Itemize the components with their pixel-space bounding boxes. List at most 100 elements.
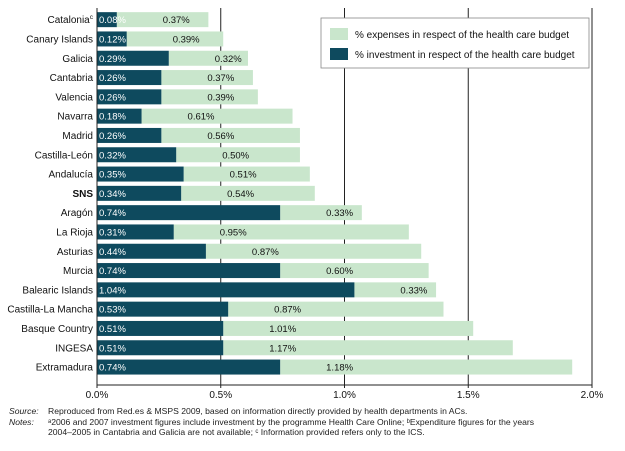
data-label-expenses: 1.18% [326,363,353,374]
bar-expenses [161,127,300,143]
category-label: Valencia [55,92,93,103]
notes-line-1: ᵃ2006 and 2007 investment figures includ… [48,416,535,427]
category-label: INGESA [55,343,93,354]
source-note: Source: Reproduced from Red.es & MSPS 20… [9,406,619,417]
bar-expenses [161,70,253,86]
data-label-expenses: 0.50% [222,150,249,161]
data-label-investment: 0.18% [99,112,126,123]
x-tick-label: 1.0% [333,390,356,400]
data-label-investment: 0.74% [99,208,126,219]
bar-expenses [228,301,444,317]
category-label: SNS [72,189,93,200]
data-label-expenses: 0.39% [207,92,234,103]
data-label-expenses: 1.17% [269,343,296,354]
category-label: Balearic Islands [22,285,93,296]
category-label: Basque Country [21,324,93,335]
notes-label: Notes: [9,416,34,427]
bar-expenses [205,243,422,259]
data-label-expenses: 0.37% [207,73,234,84]
category-label: Extramadura [36,363,94,374]
data-label-investment: 0.29% [99,54,126,65]
bar-investment [97,108,142,124]
category-label: Cantabria [50,73,94,84]
x-tick-label: 2.0% [581,390,604,400]
category-label: Madrid [62,131,93,142]
data-label-expenses: 0.39% [173,34,200,45]
legend-box [320,17,590,69]
bar-investment [97,166,184,182]
data-label-investment: 0.31% [99,227,126,238]
category-label: Andalucía [49,170,94,181]
footnotes: Source: Reproduced from Red.es & MSPS 20… [9,406,619,438]
legend-label: % expenses in respect of the health care… [355,30,569,41]
category-label: Castilla-León [35,150,93,161]
bar-investment [97,89,162,105]
category-label: La Rioja [56,227,93,238]
category-label: Canary Islands [26,34,93,45]
bar-expenses [280,205,362,221]
bar-investment [97,263,281,279]
bar-expenses [141,108,293,124]
bar-expenses [280,359,573,375]
data-label-expenses: 0.32% [215,54,242,65]
data-label-expenses: 0.51% [230,170,257,181]
category-label: Cataloniac [47,14,93,26]
data-label-expenses: 0.33% [400,285,427,296]
data-label-investment: 0.08% [99,15,126,26]
data-label-expenses: 0.60% [326,266,353,277]
bar-investment [97,12,117,28]
bar-expenses [161,89,258,105]
bar-investment [97,185,182,201]
source-label: Source: [9,406,39,416]
bar-investment [97,205,281,221]
data-label-expenses: 0.56% [207,131,234,142]
data-label-expenses: 0.95% [220,227,247,238]
bar-investment [97,50,169,66]
data-label-investment: 0.51% [99,324,126,335]
source-text: Reproduced from Red.es & MSPS 2009, base… [48,406,468,416]
data-label-investment: 0.74% [99,363,126,374]
x-tick-label: 1.5% [457,390,480,400]
legend-swatch [330,48,348,60]
bar-expenses [176,147,300,163]
data-label-investment: 1.04% [99,285,126,296]
bar-investment [97,243,206,259]
data-label-investment: 0.32% [99,150,126,161]
chart-canvas: 0.08% 0.37% Cataloniac 0.12% 0.39% Canary Isl… [7,8,604,400]
bar-expenses [354,282,437,298]
category-label: Castilla-La Mancha [7,305,93,316]
category-label: Galicia [62,54,93,65]
bar-chart: 0.08% 0.37% Cataloniac 0.12% 0.39% Canary Isl… [7,8,604,400]
legend-label: % investment in respect of the health ca… [355,50,575,61]
bar-expenses [116,12,209,28]
notes-line-2: 2004–2005 in Cantabria and Galicia are n… [48,427,425,438]
x-tick-label: 0.5% [209,390,232,400]
data-label-expenses: 0.87% [252,247,279,258]
bar-investment [97,359,281,375]
bar-expenses [223,340,513,356]
bar-investment [97,127,162,143]
bar-investment [97,70,162,86]
bar-expenses [223,320,474,336]
x-tick-label: 0.0% [86,390,109,400]
bar-expenses [126,31,224,47]
data-label-expenses: 1.01% [269,324,296,335]
data-label-investment: 0.53% [99,305,126,316]
bar-investment [97,147,177,163]
notes-continued: 2004–2005 in Cantabria and Galicia are n… [9,427,619,438]
bar-investment [97,340,224,356]
bar-expenses [181,185,315,201]
category-label: Asturias [57,247,93,258]
data-label-investment: 0.44% [99,247,126,258]
bar-expenses [280,263,429,279]
notes: Notes: ᵃ2006 and 2007 investment figures… [9,417,619,428]
data-label-investment: 0.51% [99,343,126,354]
data-label-investment: 0.26% [99,131,126,142]
category-label: Navarra [57,112,93,123]
bar-expenses [168,50,248,66]
bar-expenses [173,224,409,240]
bar-investment [97,301,229,317]
data-label-investment: 0.26% [99,73,126,84]
bar-investment [97,31,127,47]
data-label-expenses: 0.61% [188,112,215,123]
